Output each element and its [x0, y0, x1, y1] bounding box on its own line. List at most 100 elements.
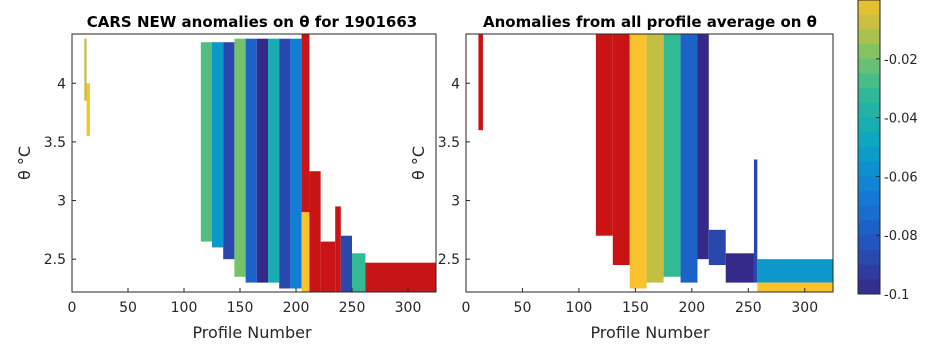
right-x-tick-label: 250: [735, 300, 762, 316]
right-heatmap-cell: [708, 229, 726, 266]
left-heatmap-cell: [234, 38, 246, 277]
colorbar-tick-label: -0.1: [884, 288, 909, 303]
left-x-tick-label: 200: [283, 300, 310, 316]
right-x-tick-label: 150: [622, 300, 649, 316]
left-heatmap-cell: [86, 83, 90, 137]
right-y-ticks: 2.5 3 3.5 4: [438, 76, 470, 268]
left-heatmap-cell: [290, 38, 302, 289]
colorbar-block: [858, 44, 880, 60]
right-heatmap-cell: [478, 34, 483, 131]
right-x-tick-label: 100: [566, 300, 593, 316]
left-x-tick-label: 100: [171, 300, 198, 316]
left-x-tick-label: 150: [227, 300, 254, 316]
colorbar-block: [858, 205, 880, 221]
colorbar-block: [858, 264, 880, 280]
right-x-tick-label: 50: [514, 300, 532, 316]
colorbar-gradient: [858, 0, 880, 295]
left-axes-frame: [71, 33, 437, 293]
left-x-tick-label: 300: [395, 300, 422, 316]
left-y-tick-label: 2.5: [44, 252, 66, 268]
colorbar-tick-label: -0.04: [884, 112, 918, 127]
right-y-tick-label: 4: [451, 76, 460, 92]
left-heatmap-cell: [212, 42, 224, 248]
colorbar-block: [858, 249, 880, 266]
colorbar-block: [858, 29, 880, 45]
left-chart-title: CARS NEW anomalies on θ for 1901663: [87, 13, 417, 31]
colorbar-block: [858, 58, 880, 74]
colorbar-frame: [857, 0, 881, 295]
left-x-tick-label: 0: [68, 300, 77, 316]
right-heatmap-cell: [680, 34, 698, 283]
left-x-ticks: 0 50 100 150 200 250 300: [68, 288, 422, 316]
left-heatmap-cell: [352, 253, 366, 292]
colorbar-block: [858, 117, 880, 133]
right-heatmap-cells: [478, 34, 833, 292]
left-x-tick-label: 250: [339, 300, 366, 316]
left-heatmap-cell: [309, 171, 321, 292]
right-heatmap-cell: [753, 159, 758, 283]
right-heatmap-cell: [697, 34, 709, 260]
colorbar-block: [858, 161, 880, 177]
colorbar-ticks: -0.02 -0.04 -0.06 -0.08 -0.1: [876, 53, 918, 303]
colorbar-block: [858, 235, 880, 251]
right-y-axis-label: θ °C: [409, 146, 428, 180]
left-y-axis-label: θ °C: [15, 146, 34, 180]
left-heatmap-cell: [223, 42, 235, 260]
left-chart: 0 50 100 150 200 250 300 2.5 3 3.5 4 CARS NEW ano…: [15, 13, 437, 342]
colorbar-block: [858, 191, 880, 207]
right-x-tick-label: 0: [462, 300, 471, 316]
left-y-tick-label: 3: [57, 194, 66, 210]
left-heatmap-cell: [200, 42, 212, 242]
colorbar-block: [858, 132, 880, 148]
colorbar-block: [858, 279, 880, 295]
colorbar: -0.02 -0.04 -0.06 -0.08 -0.1: [857, 0, 918, 303]
right-y-tick-label: 3.5: [438, 135, 460, 151]
right-heatmap-cell: [757, 282, 833, 292]
colorbar-block: [858, 88, 880, 104]
right-x-axis-label: Profile Number: [590, 323, 710, 342]
left-heatmap-cell: [268, 38, 280, 283]
right-chart-title: Anomalies from all profile average on θ: [483, 13, 817, 31]
left-heatmap-cell: [320, 241, 336, 292]
right-x-tick-label: 300: [791, 300, 818, 316]
left-heatmap-cell: [84, 38, 87, 101]
colorbar-block: [858, 0, 880, 16]
right-x-tick-label: 200: [678, 300, 705, 316]
right-y-tick-label: 2.5: [438, 252, 460, 268]
colorbar-block: [858, 176, 880, 192]
left-heatmap-cell: [365, 262, 436, 292]
left-heatmap-cell: [301, 212, 310, 292]
left-y-tick-label: 4: [57, 76, 66, 92]
left-y-ticks: 2.5 3 3.5 4: [44, 76, 76, 268]
right-chart: 0 50 100 150 200 250 300 2.5 3 3.5 4 Anomalies fr…: [409, 13, 834, 342]
left-heatmap-cell: [340, 235, 352, 292]
colorbar-tick-label: -0.02: [884, 53, 918, 68]
left-heatmap-cell: [301, 34, 310, 213]
right-axes-frame: [465, 33, 834, 293]
colorbar-block: [858, 102, 880, 119]
left-heatmap-cells: [84, 34, 436, 292]
right-heatmap-cell: [725, 253, 754, 283]
colorbar-block: [858, 147, 880, 163]
left-heatmap-cell: [245, 38, 257, 283]
left-heatmap-cell: [279, 38, 291, 289]
left-heatmap-cell: [256, 38, 268, 283]
colorbar-block: [858, 220, 880, 236]
right-heatmap-cell: [757, 259, 833, 283]
right-x-ticks: 0 50 100 150 200 250 300: [462, 288, 818, 316]
left-y-tick-label: 3.5: [44, 135, 66, 151]
left-heatmap-cell: [335, 206, 341, 292]
right-heatmap-cell: [646, 34, 664, 283]
colorbar-block: [858, 14, 880, 30]
right-heatmap-cell: [612, 34, 630, 266]
right-y-tick-label: 3: [451, 194, 460, 210]
right-heatmap-cell: [663, 34, 681, 277]
left-x-tick-label: 50: [119, 300, 137, 316]
right-heatmap-cell: [595, 34, 613, 236]
colorbar-tick-label: -0.06: [884, 170, 918, 185]
colorbar-tick-label: -0.08: [884, 229, 918, 244]
colorbar-block: [858, 73, 880, 89]
right-heatmap-cell: [629, 34, 647, 289]
left-x-axis-label: Profile Number: [192, 323, 312, 342]
